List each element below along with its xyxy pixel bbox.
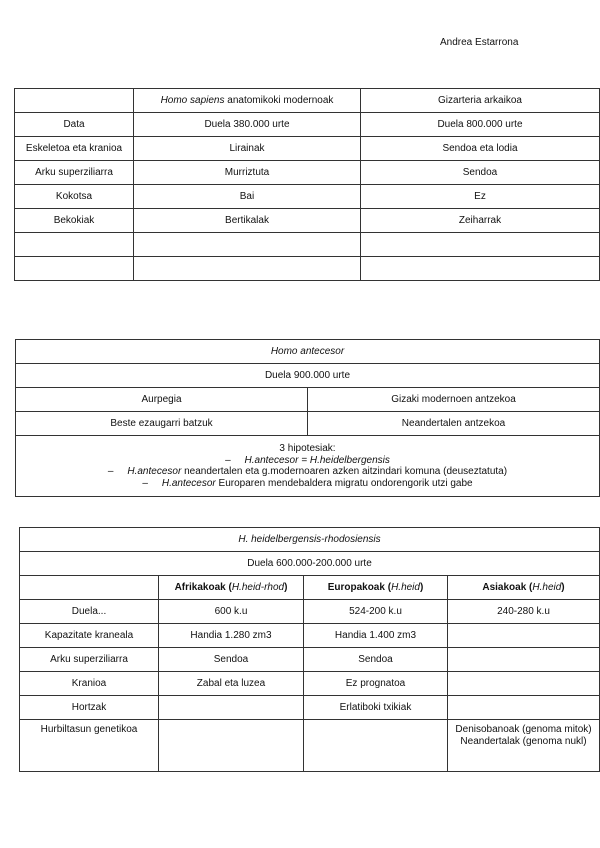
table-row: Aurpegia Gizaki modernoen antzekoa xyxy=(15,387,600,412)
heidelbergensis-table: H. heidelbergensis-rhodosiensis Duela 60… xyxy=(19,527,600,772)
table-header-row: Afrikakoak (H.heid-rhod) Europakoak (H.h… xyxy=(19,575,600,600)
cell: Handia 1.400 zm3 xyxy=(303,623,448,648)
table-row xyxy=(14,232,600,257)
cell xyxy=(447,647,600,672)
cell: Denisobanoak (genoma mitok) Neandertalak… xyxy=(447,719,600,772)
table-row: Arku superziliarra Sendoa Sendoa xyxy=(19,647,600,672)
cell xyxy=(14,232,134,257)
cell: Handia 1.280 zm3 xyxy=(158,623,304,648)
cell: Beste ezaugarri batzuk xyxy=(15,411,308,436)
table-row: Kapazitate kraneala Handia 1.280 zm3 Handi… xyxy=(19,623,600,648)
cell: Duela... xyxy=(19,599,159,624)
table-row: Kranioa Zabal eta luzea Ez prognatoa xyxy=(19,671,600,696)
table-row: Bekokiak Bertikalak Zeiharrak xyxy=(14,208,600,233)
table-row: Eskeletoa eta kranioa Lirainak Sendoa eta … xyxy=(14,136,600,161)
hypotheses-title: 3 hipotesiak: xyxy=(279,443,336,454)
cell: Bekokiak xyxy=(14,208,134,233)
cell: 240-280 k.u xyxy=(447,599,600,624)
cell: Duela 380.000 urte xyxy=(133,112,361,137)
cell xyxy=(447,695,600,720)
cell: Hortzak xyxy=(19,695,159,720)
cell: Zeiharrak xyxy=(360,208,600,233)
cell: Sendoa xyxy=(303,647,448,672)
header-cell: Gizarteria arkaikoa xyxy=(360,88,600,113)
cell: Neandertalen antzekoa xyxy=(307,411,600,436)
cell: Aurpegia xyxy=(15,387,308,412)
cell: Hurbiltasun genetikoa xyxy=(19,719,159,772)
cell xyxy=(14,256,134,281)
cell: Arku superziliarra xyxy=(14,160,134,185)
cell: Lirainak xyxy=(133,136,361,161)
cell: Sendoa eta lodia xyxy=(360,136,600,161)
hypotheses-cell: 3 hipotesiak: – H.antecesor = H.heidelbe… xyxy=(15,435,600,497)
table-title: H. heidelbergensis-rhodosiensis xyxy=(19,527,600,552)
cell: Kokotsa xyxy=(14,184,134,209)
header-cell: Europakoak (H.heid) xyxy=(303,575,448,600)
cell: Murriztuta xyxy=(133,160,361,185)
hypothesis-item: – H.antecesor = H.heidelbergensis xyxy=(225,454,390,466)
header-cell: Homo sapiens anatomikoki modernoak xyxy=(133,88,361,113)
cell: Gizaki modernoen antzekoa xyxy=(307,387,600,412)
header-cell: Afrikakoak (H.heid-rhod) xyxy=(158,575,304,600)
cell: Bai xyxy=(133,184,361,209)
cell: Duela 800.000 urte xyxy=(360,112,600,137)
author-name: Andrea Estarrona xyxy=(440,37,519,48)
cell: Data xyxy=(14,112,134,137)
table-row: Data Duela 380.000 urte Duela 800.000 urte xyxy=(14,112,600,137)
cell xyxy=(133,256,361,281)
table-row: Hortzak Erlatiboki txikiak xyxy=(19,695,600,720)
cell: Sendoa xyxy=(158,647,304,672)
date-cell: Duela 900.000 urte xyxy=(15,363,600,388)
homo-antecesor-table: Homo antecesor Duela 900.000 urte Aurpeg… xyxy=(15,339,600,497)
table-row xyxy=(14,256,600,281)
table-row: Kokotsa Bai Ez xyxy=(14,184,600,209)
comparison-table-sapiens: Homo sapiens anatomikoki modernoak Gizar… xyxy=(14,88,600,281)
cell xyxy=(133,232,361,257)
header-cell: Asiakoak (H.heid) xyxy=(447,575,600,600)
hypothesis-item: – H.antecesor Europaren mendebaldera mig… xyxy=(142,477,473,489)
cell: Ez prognatoa xyxy=(303,671,448,696)
cell: Sendoa xyxy=(360,160,600,185)
table-row: Duela... 600 k.u 524-200 k.u 240-280 k.u xyxy=(19,599,600,624)
table-header-row: Homo sapiens anatomikoki modernoak Gizar… xyxy=(14,88,600,113)
cell: Kranioa xyxy=(19,671,159,696)
cell: Eskeletoa eta kranioa xyxy=(14,136,134,161)
cell xyxy=(447,671,600,696)
cell xyxy=(158,695,304,720)
cell: Bertikalak xyxy=(133,208,361,233)
cell: Erlatiboki txikiak xyxy=(303,695,448,720)
cell: Kapazitate kraneala xyxy=(19,623,159,648)
cell xyxy=(360,256,600,281)
date-cell: Duela 600.000-200.000 urte xyxy=(19,551,600,576)
cell: Arku superziliarra xyxy=(19,647,159,672)
cell: Ez xyxy=(360,184,600,209)
cell xyxy=(447,623,600,648)
cell: Zabal eta luzea xyxy=(158,671,304,696)
table-row: Beste ezaugarri batzuk Neandertalen antze… xyxy=(15,411,600,436)
header-cell xyxy=(19,575,159,600)
table-title: Homo antecesor xyxy=(15,339,600,364)
cell xyxy=(158,719,304,772)
header-cell xyxy=(14,88,134,113)
hypothesis-item: – H.antecesor neandertalen eta g.moderno… xyxy=(107,466,508,477)
table-row: Arku superziliarra Murriztuta Sendoa xyxy=(14,160,600,185)
cell xyxy=(303,719,448,772)
table-row: Hurbiltasun genetikoa Denisobanoak (genom… xyxy=(19,719,600,772)
cell xyxy=(360,232,600,257)
cell: 600 k.u xyxy=(158,599,304,624)
cell: 524-200 k.u xyxy=(303,599,448,624)
